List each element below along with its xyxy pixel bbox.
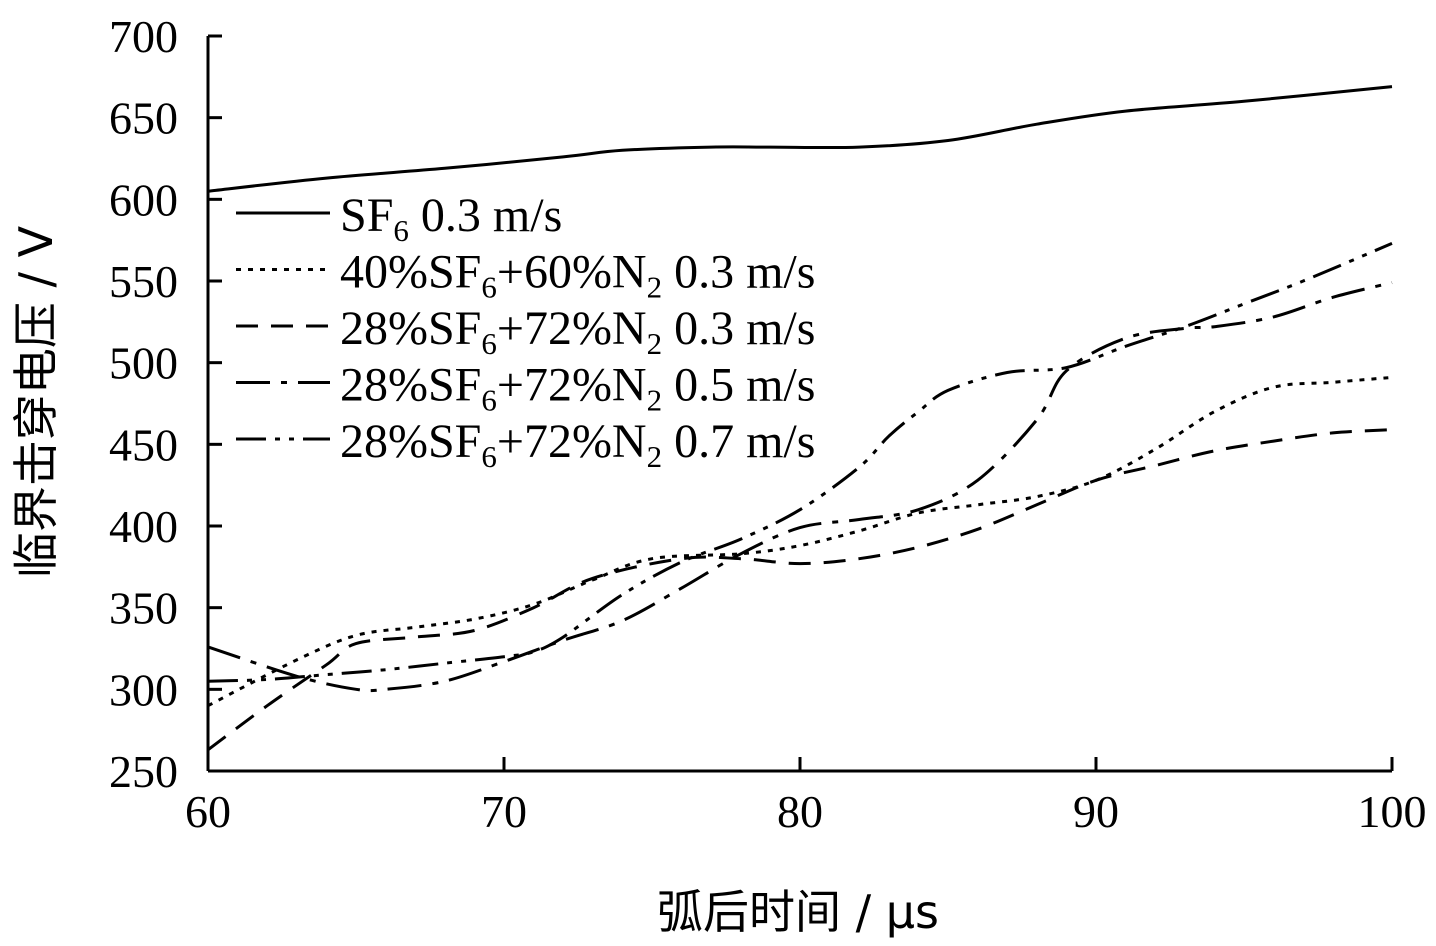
series-line-3 — [207, 428, 1393, 752]
series-line-1 — [207, 85, 1393, 193]
y-tick-label: 500 — [109, 338, 178, 389]
x-axis-title: 弧后时间 / μs — [657, 885, 939, 939]
series-line-2 — [207, 375, 1393, 708]
series-line-5 — [207, 242, 1393, 683]
series-line-4 — [207, 281, 1393, 693]
y-tick-label: 550 — [109, 256, 178, 307]
legend: SF6 0.3 m/s40%SF6+60%N2 0.3 m/s28%SF6+72… — [236, 189, 815, 474]
legend-label-2: 40%SF6+60%N2 0.3 m/s — [340, 246, 815, 305]
y-tick-label: 250 — [109, 746, 178, 797]
legend-label-4: 28%SF6+72%N2 0.5 m/s — [340, 359, 815, 418]
x-tick-label: 90 — [1073, 786, 1119, 837]
y-tick-label: 300 — [109, 664, 178, 715]
legend-label-5: 28%SF6+72%N2 0.7 m/s — [340, 415, 815, 474]
y-tick-label: 600 — [109, 174, 178, 225]
x-tick-label: 100 — [1358, 786, 1427, 837]
y-tick-label: 400 — [109, 501, 178, 552]
y-tick-label: 650 — [109, 93, 178, 144]
y-axis-title: 临界击穿电压 / V — [9, 225, 63, 578]
legend-label-3: 28%SF6+72%N2 0.3 m/s — [340, 302, 815, 361]
x-tick-label: 70 — [481, 786, 527, 837]
x-tick-label: 80 — [777, 786, 823, 837]
y-tick-label: 700 — [109, 11, 178, 62]
x-tick-label: 60 — [185, 786, 231, 837]
axes: 250 300 350 400 450 500 550 600 650 700 60 70 80 90 10… — [109, 11, 1427, 837]
y-tick-label: 450 — [109, 419, 178, 470]
plot-lines — [207, 85, 1393, 752]
y-tick-label: 350 — [109, 583, 178, 634]
legend-label-1: SF6 0.3 m/s — [340, 189, 562, 248]
